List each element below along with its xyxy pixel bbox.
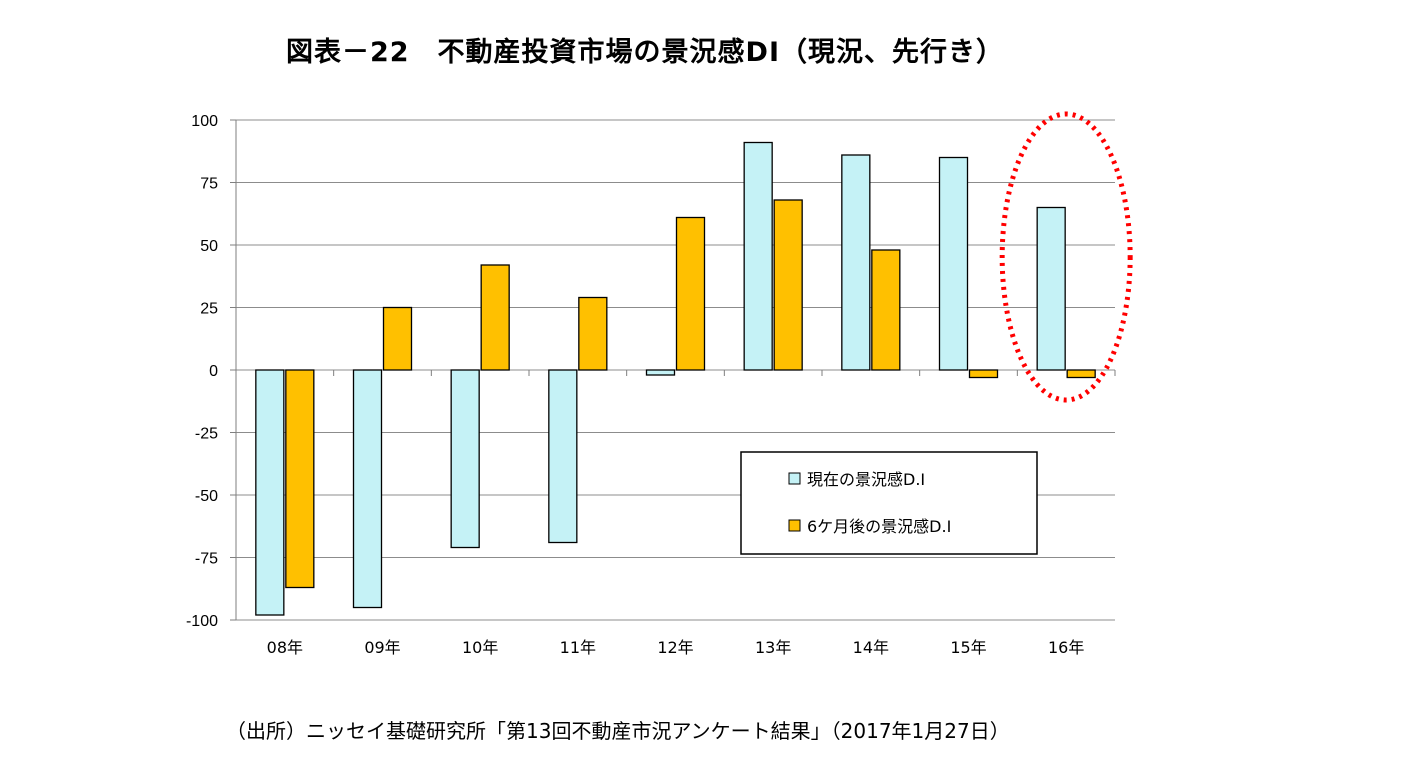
bar-current (645, 369, 676, 376)
bar-current (1036, 206, 1066, 371)
bar-current (352, 369, 383, 609)
y-tick-label: -100 (186, 613, 218, 630)
x-tick-label: 12年 (657, 638, 693, 657)
bar-current (255, 369, 285, 616)
bar-current (548, 369, 578, 544)
bar-current (450, 369, 480, 549)
bar-outlook (871, 249, 901, 371)
bar-current (743, 141, 773, 371)
bar-outlook (675, 216, 706, 371)
bar-current (938, 156, 969, 371)
x-tick-label: 13年 (755, 638, 791, 657)
y-tick-label: 25 (200, 301, 218, 318)
legend-swatch (788, 519, 801, 532)
chart-title: 図表－22 不動産投資市場の景況感DI（現況、先行き） (285, 37, 1005, 68)
legend-swatch (788, 472, 801, 485)
bar-current (841, 154, 871, 371)
x-tick-label: 10年 (462, 638, 498, 657)
y-tick-label: 75 (200, 176, 218, 193)
y-tick-label: 100 (191, 113, 218, 130)
x-tick-label: 16年 (1048, 638, 1084, 657)
y-axis-ticks: 100 75 50 25 0 -25 -50 -75 -100 (186, 113, 218, 630)
legend-label: 現在の景況感D.I (807, 470, 925, 489)
bar-outlook (382, 306, 413, 371)
y-tick-label: 0 (209, 363, 218, 380)
y-tick-label: -75 (195, 551, 218, 568)
legend-label: 6ケ月後の景況感D.I (807, 517, 951, 536)
y-tick-label: 50 (200, 238, 218, 255)
x-tick-label: 11年 (560, 638, 596, 657)
gridlines (230, 119, 1116, 621)
y-tick-label: -50 (195, 488, 218, 505)
legend: 現在の景況感D.I 6ケ月後の景況感D.I (740, 451, 1038, 555)
bar-outlook (1066, 369, 1096, 379)
legend-box (740, 451, 1038, 555)
x-axis-ticks: 08年 09年 10年 11年 12年 13年 14年 15年 16年 (267, 638, 1085, 657)
x-tick-label: 09年 (364, 638, 400, 657)
x-tick-label: 14年 (853, 638, 889, 657)
bar-outlook (968, 369, 999, 379)
y-tick-label: -25 (195, 426, 218, 443)
bar-outlook (480, 264, 510, 371)
source-note: （出所）ニッセイ基礎研究所「第13回不動産市況アンケート結果」（2017年1月2… (226, 719, 1010, 743)
bar-outlook (285, 369, 315, 589)
x-tick-label: 08年 (267, 638, 303, 657)
bar-outlook (578, 296, 608, 371)
bars (255, 141, 1096, 616)
highlight-ellipse (999, 111, 1133, 403)
x-tick-label: 15年 (950, 638, 986, 657)
bar-outlook (773, 199, 803, 371)
